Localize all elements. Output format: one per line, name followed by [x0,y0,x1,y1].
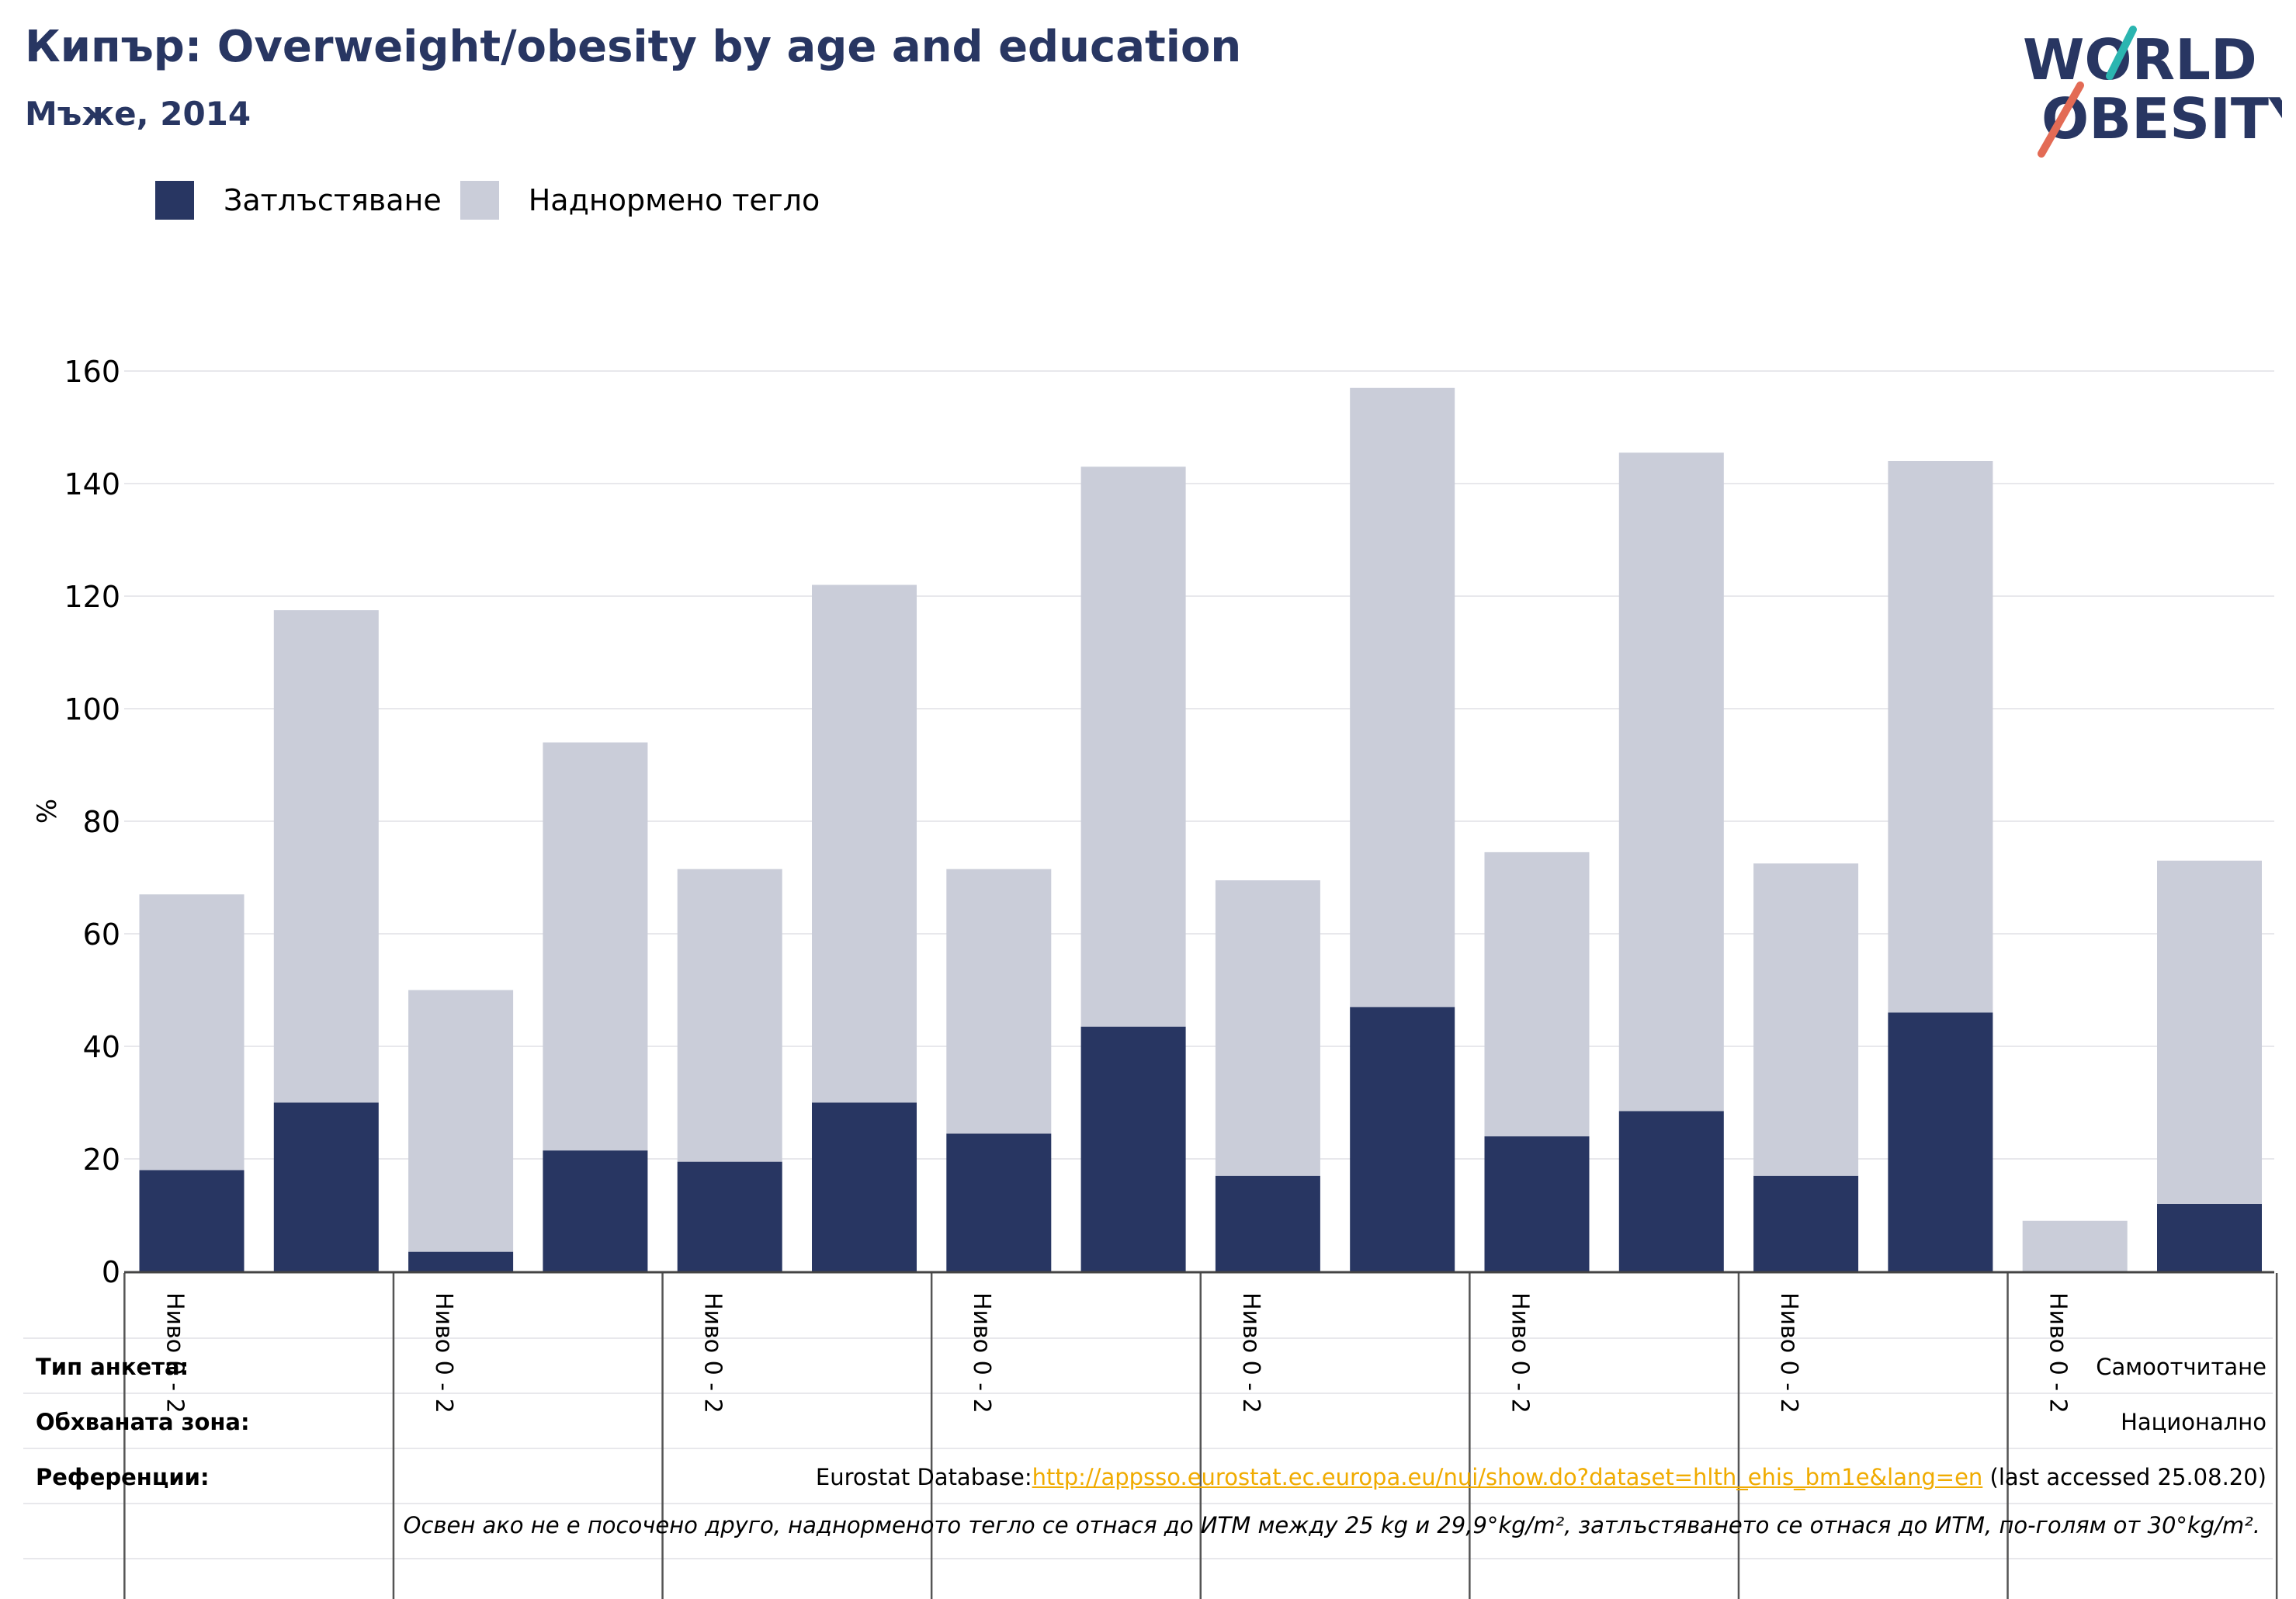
x-category-label: Ниво 0 - 2 [968,1292,995,1413]
bar-overweight [2157,860,2262,1204]
x-category-label: Ниво 0 - 2 [1237,1292,1264,1413]
reference-prefix: Eurostat Database: [815,1464,1032,1490]
reference-link[interactable]: http://appsso.eurostat.ec.europa.eu/nui/… [1032,1464,1983,1490]
bar-overweight [139,894,245,1171]
y-tick-label: 140 [64,467,120,501]
survey-type-row: Тип анкета: Самоотчитане [23,1340,2267,1394]
bar-overweight [273,610,379,1103]
legend: Затлъстяване Наднормено тегло [155,179,838,222]
bar-overweight [1080,467,1186,1027]
bar-obesity [139,1170,245,1271]
legend-label-obesity: Затлъстяване [224,183,442,217]
bar-overweight [1888,461,1993,1013]
bar-overweight [946,869,1052,1134]
bar-obesity [273,1102,379,1271]
reference-text: Eurostat Database:http://appsso.eurostat… [816,1464,2267,1490]
y-tick-label: 0 [102,1255,120,1289]
y-tick-label: 60 [83,917,120,952]
bar-overweight [1618,453,1724,1112]
x-category-label: Ниво 0 - 2 [430,1292,457,1413]
bar-overweight [408,990,514,1252]
bar-overweight [1753,863,1859,1176]
world-obesity-logo: WORLD OBESITY [2023,26,2282,158]
x-category-label: Ниво 0 - 2 [2045,1292,2072,1413]
coverage-label: Обхваната зона: [36,1409,250,1435]
logo-line1: WORLD [2023,27,2257,92]
bar-obesity [1215,1175,1320,1271]
logo-line2: OBESITY [2041,86,2282,151]
survey-type-value: Самоотчитане [2096,1354,2267,1380]
logo-slash-teal [2106,26,2137,80]
coverage-value: Национално [2121,1409,2267,1435]
chart-subtitle: Мъже, 2014 [25,95,251,133]
legend-swatch-obesity [155,181,194,220]
bar-obesity [1618,1111,1724,1271]
x-category-label: Ниво 0 - 2 [1775,1292,1802,1413]
bar-obesity [1484,1136,1590,1271]
bar-overweight [543,742,648,1151]
bar-overweight [1484,852,1590,1136]
definition-note: Освен ако не е посочено друго, наднормен… [403,1512,2260,1538]
y-tick-label: 120 [64,580,120,614]
y-tick-label: 40 [83,1030,120,1064]
bar-overweight [2022,1220,2128,1271]
bar-obesity [812,1102,917,1271]
references-label: Референции: [36,1464,210,1490]
bar-overweight [812,584,917,1103]
bar-overweight [1215,880,1320,1176]
bar-obesity [2157,1204,2262,1271]
survey-type-label: Тип анкета: [36,1354,189,1380]
y-tick-label: 160 [64,355,120,389]
references-row: Референции: Eurostat Database:http://app… [23,1450,2267,1504]
x-category-label: Ниво 0 - 2 [1506,1292,1533,1413]
bar-obesity [543,1150,648,1271]
y-axis-label: % [32,799,63,824]
bar-obesity [408,1251,514,1271]
x-category-label: Ниво 0 - 2 [699,1292,727,1413]
y-tick-label: 20 [83,1143,120,1177]
x-category-label: Ниво 0 - 2 [161,1292,188,1413]
bar-obesity [1753,1175,1859,1271]
logo-slash-coral [2038,82,2084,158]
coverage-row: Обхваната зона: Национално [23,1395,2267,1449]
legend-label-overweight: Наднормено тегло [528,183,820,217]
bar-obesity [1350,1007,1455,1271]
y-tick-label: 100 [64,692,120,727]
legend-swatch-overweight [460,181,499,220]
bar-obesity [946,1133,1052,1271]
bar-obesity [677,1161,782,1271]
bar-obesity [1888,1012,1993,1271]
y-tick-label: 80 [83,805,120,839]
bar-overweight [677,869,782,1162]
reference-suffix: (last accessed 25.08.20) [1982,1464,2267,1490]
bar-obesity [1080,1026,1186,1271]
bar-overweight [1350,387,1455,1008]
chart-title: Кипър: Overweight/obesity by age and edu… [25,22,1242,72]
